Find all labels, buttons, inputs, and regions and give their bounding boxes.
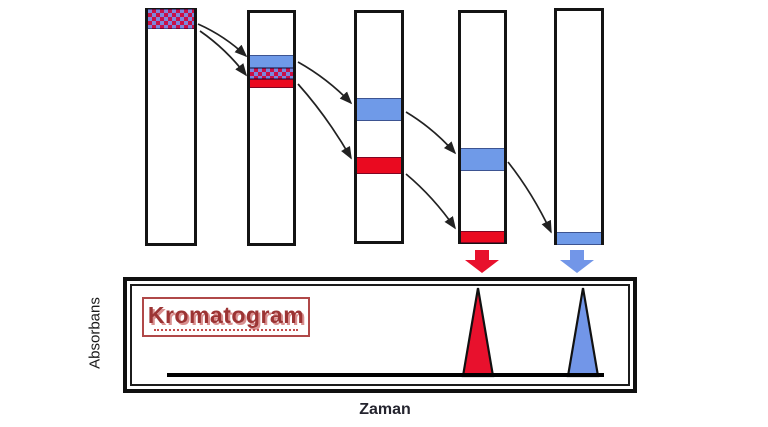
elute-arrow-blue [560,250,594,273]
column-1 [145,8,197,246]
chromatogram-plot-area: Kromatogram [130,284,630,386]
flow-arrow-1 [197,23,248,58]
band-blue [461,148,504,171]
elute-arrow-red [465,250,499,273]
chromatogram-title-box: Kromatogram [142,297,310,337]
band-blue [250,55,293,68]
flow-arrow-2 [199,30,248,77]
column-3 [354,10,404,244]
band-red [357,157,401,174]
column-5 [554,8,604,245]
band-mixture-checker [250,68,293,79]
column-2 [247,10,296,246]
column-4 [458,10,507,244]
chromatogram-box: Kromatogram [123,277,637,393]
band-blue [557,232,601,245]
x-axis-label: Zaman [359,401,411,418]
band-blue [357,98,401,121]
chromatogram-title: Kromatogram [147,301,305,328]
flow-arrow-5 [405,111,457,155]
title-dotted-underline [153,328,299,331]
band-red [461,231,504,243]
flow-arrow-3 [297,61,353,105]
band-mixture-checker [148,9,194,29]
flow-arrow-6 [405,173,456,230]
band-red [250,79,293,88]
flow-arrow-4 [297,83,352,160]
flow-arrow-7 [507,161,552,234]
y-axis-label: Absorbans [86,297,104,369]
